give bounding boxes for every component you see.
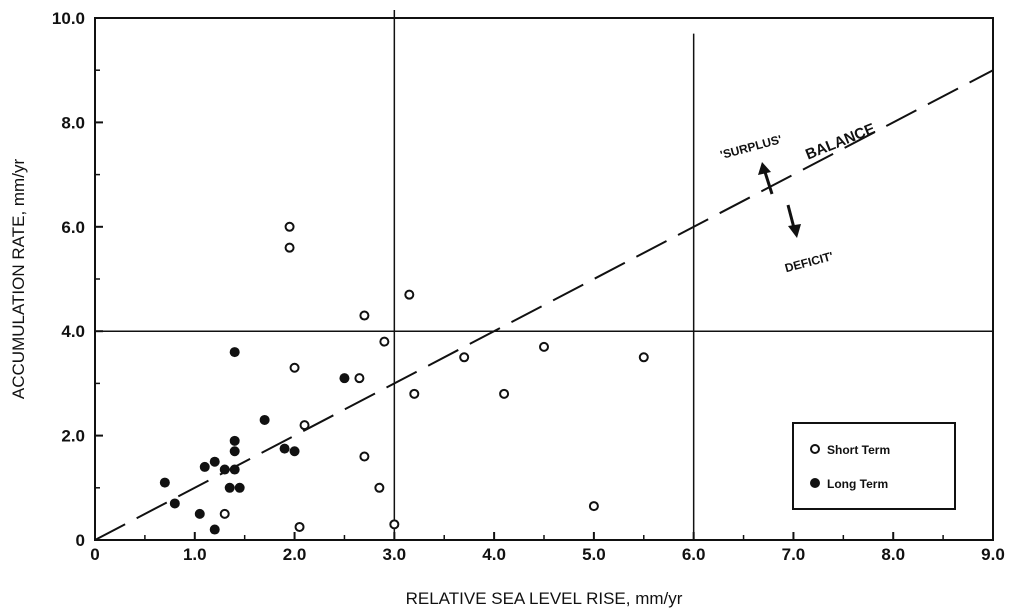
surplus-arrow (758, 162, 774, 195)
long-term-point (234, 482, 245, 493)
y-tick-label: 4.0 (61, 322, 85, 341)
short-term-point (459, 352, 470, 363)
short-term-point (389, 519, 400, 530)
legend: Short Term Long Term (792, 422, 956, 510)
x-tick-label: 2.0 (283, 545, 307, 564)
long-term-point (169, 498, 180, 509)
short-term-point (284, 242, 295, 253)
short-term-point (638, 352, 649, 363)
long-term-point (229, 347, 240, 358)
x-tick-label: 5.0 (582, 545, 606, 564)
short-term-point (219, 508, 230, 519)
long-term-point (199, 461, 210, 472)
y-tick-label: 10.0 (52, 9, 85, 28)
legend-box (792, 422, 956, 510)
short-term-point (379, 336, 390, 347)
y-tick-label: 8.0 (61, 113, 85, 132)
short-term-point (299, 420, 310, 431)
y-tick-label: 2.0 (61, 427, 85, 446)
long-term-point (279, 443, 290, 454)
long-term-point (194, 508, 205, 519)
x-tick-label: 6.0 (682, 545, 706, 564)
short-term-point (359, 451, 370, 462)
x-tick-label: 9.0 (981, 545, 1005, 564)
y-tick-label: 6.0 (61, 218, 85, 237)
x-tick-label: 4.0 (482, 545, 506, 564)
y-tick-label: 0 (76, 531, 85, 550)
long-term-point (339, 373, 350, 384)
balance-line (94, 69, 994, 541)
long-term-point (209, 456, 220, 467)
short-term-point (359, 310, 370, 321)
short-term-point (289, 362, 300, 373)
data-points (159, 221, 649, 535)
axis-ticks: 0 1.0 2.0 3.0 4.0 5.0 6.0 7.0 8.0 9.0 0 2.0 4.0 6.0 8.… (52, 9, 1005, 564)
deficit-arrow (786, 204, 801, 238)
long-term-point (224, 482, 235, 493)
y-axis-title: ACCUMULATION RATE, mm/yr (9, 159, 28, 400)
long-term-point (289, 446, 300, 457)
balance-label: BALANCE (803, 120, 877, 163)
legend-short-term-marker (810, 444, 820, 454)
x-tick-label: 7.0 (782, 545, 806, 564)
legend-long-term-marker (810, 478, 820, 488)
short-term-point (499, 388, 510, 399)
long-term-point (229, 435, 240, 446)
surplus-label: 'SURPLUS' (719, 132, 784, 162)
long-term-point (259, 414, 270, 425)
balance-line-group (94, 69, 994, 541)
short-term-point (294, 521, 305, 532)
x-axis-title: RELATIVE SEA LEVEL RISE, mm/yr (406, 589, 683, 608)
long-term-point (229, 446, 240, 457)
short-term-point (354, 373, 365, 384)
short-term-point (284, 221, 295, 232)
long-term-point (159, 477, 170, 488)
short-term-point (404, 289, 415, 300)
x-tick-label: 3.0 (383, 545, 407, 564)
short-term-point (588, 501, 599, 512)
legend-long-term-label: Long Term (827, 477, 888, 491)
legend-short-term-label: Short Term (827, 443, 890, 457)
x-tick-label: 8.0 (881, 545, 905, 564)
x-tick-label: 0 (90, 545, 99, 564)
short-term-point (374, 482, 385, 493)
long-term-point (209, 524, 220, 535)
short-term-point (539, 341, 549, 352)
deficit-label: DEFICIT' (783, 249, 835, 275)
x-tick-label: 1.0 (183, 545, 207, 564)
reference-lines (95, 10, 993, 540)
long-term-point (219, 464, 230, 475)
long-term-point (229, 464, 240, 475)
short-term-point (409, 388, 420, 399)
